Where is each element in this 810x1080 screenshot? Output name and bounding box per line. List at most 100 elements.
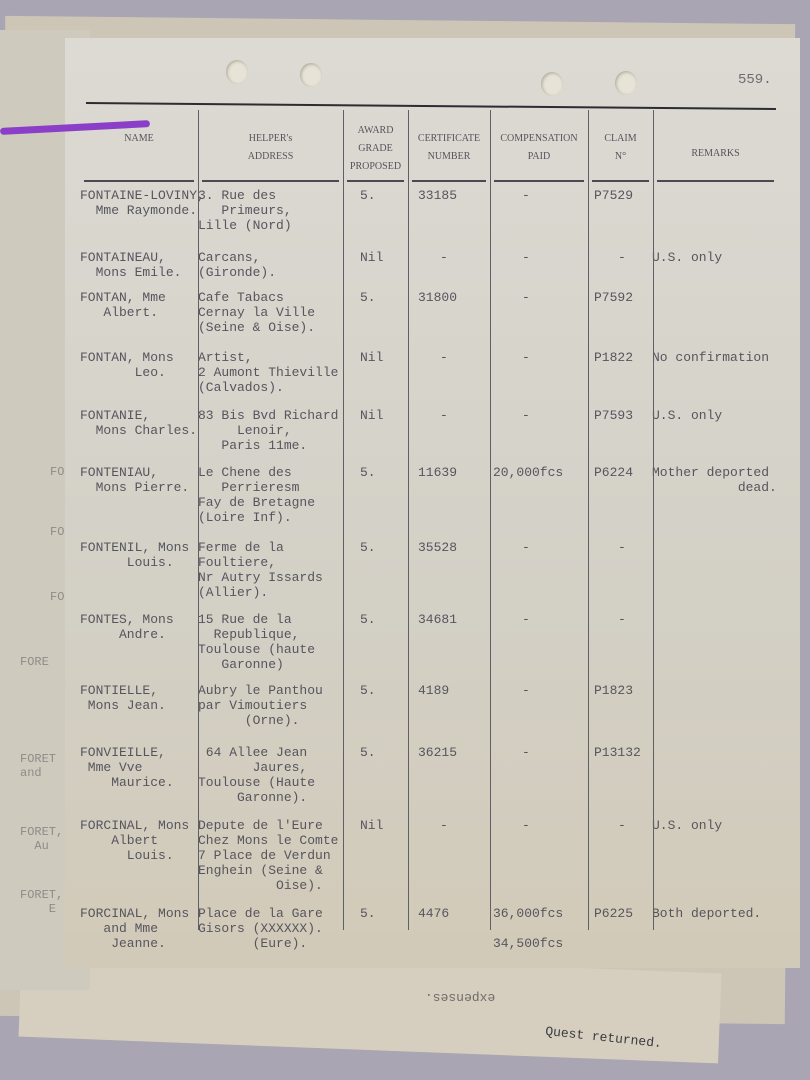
underneath-text-expenses: expenses. (425, 990, 496, 1005)
cell-name: FONTAINE-LOVINY, Mme Raymonde. (80, 188, 205, 218)
background-sheet-fragment: FORET, Au (20, 825, 64, 853)
header-line: PAID (527, 151, 551, 162)
cell-claim: P1822 (594, 350, 634, 365)
cell-compensation: - (522, 683, 530, 698)
column-divider (653, 110, 654, 930)
cell-certificate: 33185 (418, 188, 458, 203)
cell-certificate: 4189 (418, 683, 450, 698)
cell-certificate: - (440, 408, 448, 423)
cell-compensation: - (522, 188, 530, 203)
column-divider (408, 110, 409, 930)
cell-award: 5. (360, 290, 376, 305)
cell-compensation: - (522, 612, 530, 627)
cell-address: Depute de l'Eure Chez Mons le Comte 7 Pl… (198, 818, 339, 893)
cell-certificate: 4476 (418, 906, 450, 921)
column-divider (490, 110, 491, 930)
punch-hole (541, 72, 563, 96)
background-sheet-fragment: FORET and (20, 752, 57, 780)
cell-address: Carcans, (Gironde). (198, 250, 277, 280)
header-underline (202, 180, 339, 182)
cell-compensation: - (522, 250, 530, 265)
header-claim: CLAIM N° (588, 130, 653, 166)
cell-address: Artist, 2 Aumont Thieville (Calvados). (198, 350, 339, 395)
cell-award: 5. (360, 540, 376, 555)
cell-compensation: - (522, 818, 530, 833)
cell-address: Aubry le Panthou par Vimoutiers (Orne). (198, 683, 323, 728)
cell-compensation: 20,000fcs (493, 465, 564, 480)
cell-certificate: 11639 (418, 465, 458, 480)
header-line: CERTIFICATE (417, 133, 481, 144)
cell-claim: - (618, 612, 626, 627)
cell-claim: P6224 (594, 465, 634, 480)
header-line: NUMBER (427, 151, 471, 162)
header-line: COMPENSATION (500, 133, 578, 144)
cell-remarks: U.S. only (652, 408, 723, 423)
cell-name: FORCINAL, Mons Albert Louis. (80, 818, 190, 863)
cell-claim: P7529 (594, 188, 634, 203)
cell-award: 5. (360, 465, 376, 480)
cell-address: Place de la Gare Gisors (XXXXXX). (Eure)… (198, 906, 323, 951)
cell-certificate: - (440, 818, 448, 833)
cell-address: 64 Allee Jean Jaures, Toulouse (Haute Ga… (198, 745, 316, 805)
cell-remarks: Both deported. (652, 906, 762, 921)
cell-claim: P6225 (594, 906, 634, 921)
header-line: CLAIM (604, 133, 637, 144)
punch-hole (300, 63, 322, 87)
header-line: PROPOSED (349, 161, 402, 172)
column-divider (588, 110, 589, 930)
header-line: NAME (124, 133, 154, 144)
cell-remarks: Mother deported dead. (652, 465, 777, 495)
cell-award: 5. (360, 188, 376, 203)
header-line: HELPER's (248, 133, 293, 144)
cell-certificate: - (440, 250, 448, 265)
punch-hole (615, 71, 637, 95)
cell-address: 3. Rue des Primeurs, Lille (Nord) (198, 188, 292, 233)
cell-award: Nil (360, 350, 384, 365)
cell-claim: P7593 (594, 408, 634, 423)
header-line: AWARD (357, 125, 394, 136)
header-underline (84, 180, 194, 182)
cell-name: FONTAINEAU, Mons Emile. (80, 250, 182, 280)
cell-address: Ferme de la Foultiere, Nr Autry Issards … (198, 540, 323, 600)
cell-claim: - (618, 250, 626, 265)
cell-award: Nil (360, 408, 384, 423)
header-line: GRADE (358, 143, 393, 154)
cell-claim: - (618, 818, 626, 833)
cell-address: 15 Rue de la Republique, Toulouse (haute… (198, 612, 316, 672)
cell-remarks: U.S. only (652, 818, 723, 833)
cell-name: FONTENIL, Mons Louis. (80, 540, 190, 570)
cell-certificate: 34681 (418, 612, 458, 627)
punch-hole (226, 60, 248, 84)
cell-certificate: - (440, 350, 448, 365)
cell-remarks: U.S. only (652, 250, 723, 265)
cell-name: FONTIELLE, Mons Jean. (80, 683, 166, 713)
header-certificate: CERTIFICATE NUMBER (408, 130, 490, 166)
document-page (65, 38, 800, 968)
cell-address: 83 Bis Bvd Richard Lenoir, Paris 11me. (198, 408, 339, 453)
cell-name: FORCINAL, Mons and Mme Jeanne. (80, 906, 190, 951)
header-line: N° (614, 151, 627, 162)
cell-award: 5. (360, 745, 376, 760)
cell-compensation: 36,000fcs 34,500fcs (493, 906, 564, 951)
header-line: ADDRESS (247, 151, 294, 162)
cell-address: Le Chene des Perrieresm Fay de Bretagne … (198, 465, 316, 525)
header-underline (657, 180, 774, 182)
background-sheet-fragment: FO (50, 465, 65, 479)
cell-award: 5. (360, 906, 376, 921)
column-divider (198, 110, 199, 930)
cell-certificate: 35528 (418, 540, 458, 555)
header-line: REMARKS (691, 148, 740, 159)
cell-name: FONTENIAU, Mons Pierre. (80, 465, 190, 495)
header-underline (494, 180, 584, 182)
header-remarks: REMARKS (653, 145, 778, 163)
cell-compensation: - (522, 350, 530, 365)
cell-name: FONTANIE, Mons Charles. (80, 408, 198, 438)
cell-claim: P7592 (594, 290, 634, 305)
header-underline (412, 180, 486, 182)
cell-address: Cafe Tabacs Cernay la Ville (Seine & Ois… (198, 290, 316, 335)
page-number: 559. (738, 72, 772, 88)
cell-certificate: 31800 (418, 290, 458, 305)
cell-certificate: 36215 (418, 745, 458, 760)
cell-remarks: No confirmation (652, 350, 770, 365)
header-underline (347, 180, 404, 182)
